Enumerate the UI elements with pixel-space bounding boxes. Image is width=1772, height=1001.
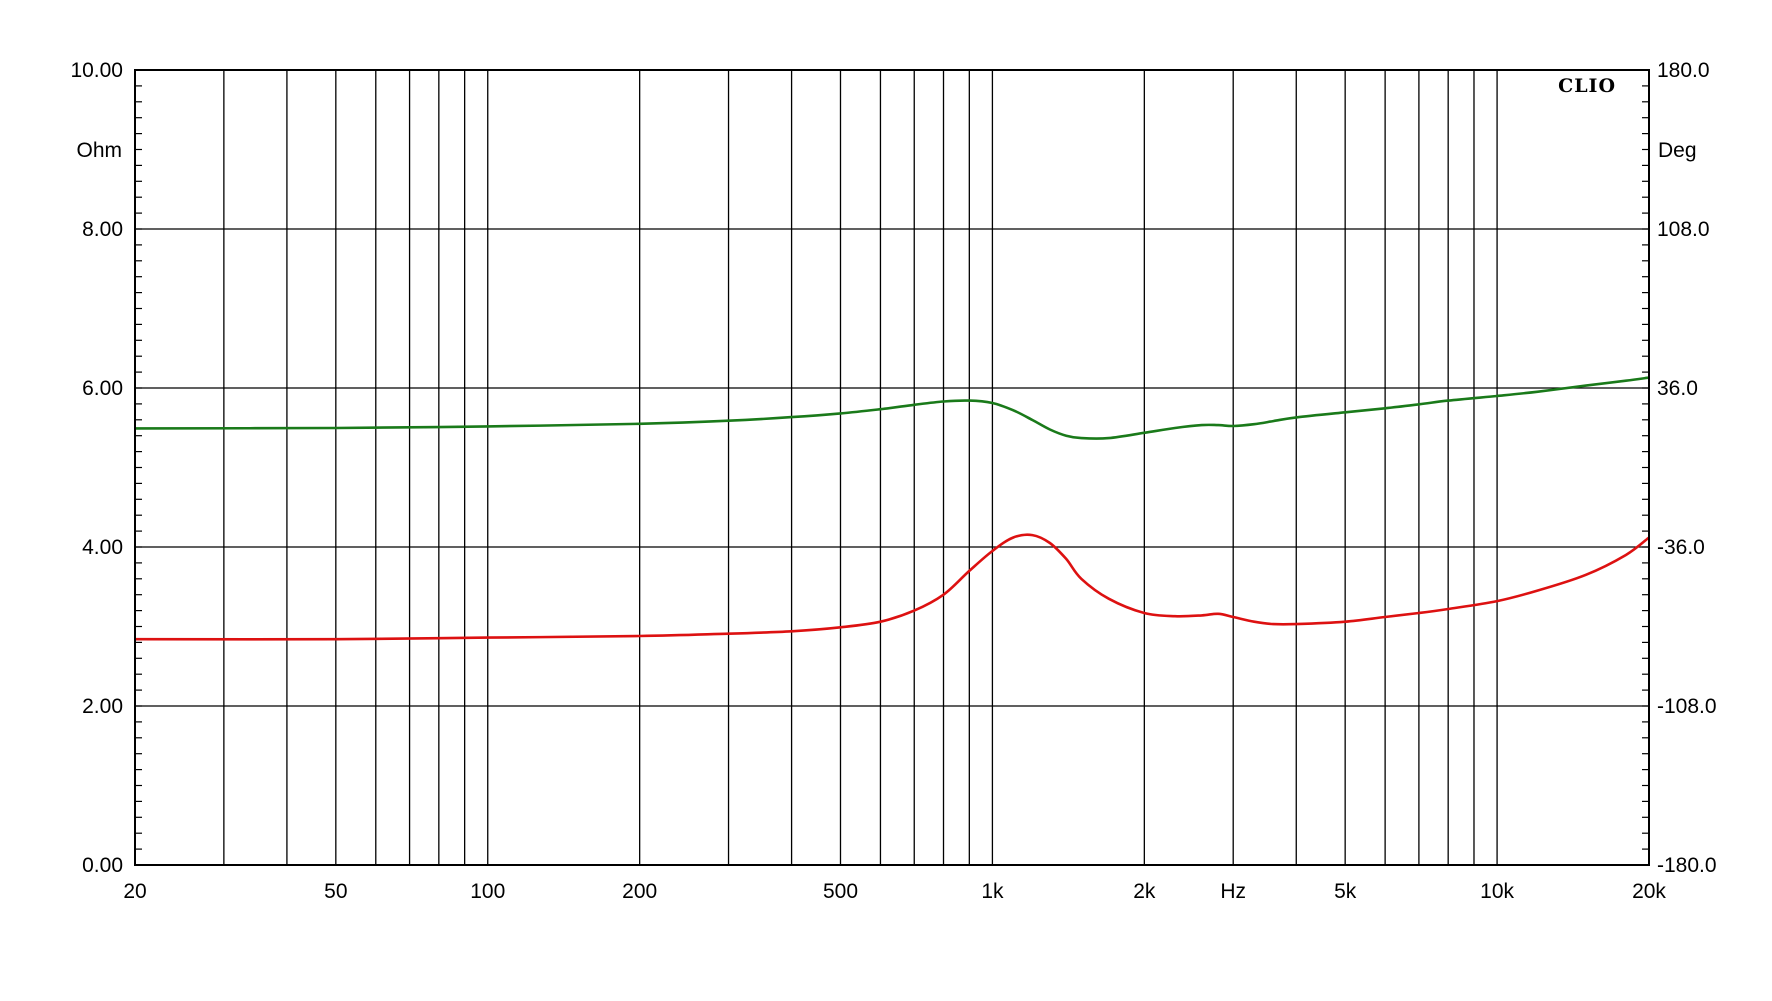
vertical-gridlines [134, 70, 1650, 865]
right-y-tick-label: 180.0 [1657, 59, 1710, 82]
x-tick-label: 5k [1334, 880, 1357, 903]
impedance-series-line [134, 533, 1650, 641]
left-y-tick-label: 4.00 [82, 536, 123, 559]
right-y-tick-label: 108.0 [1657, 218, 1710, 241]
left-axis-unit: Ohm [76, 139, 122, 162]
left-y-tick-label: 6.00 [82, 377, 123, 400]
x-tick-label: Hz [1220, 880, 1246, 903]
x-tick-label: 500 [823, 880, 858, 903]
x-tick-label: 50 [324, 880, 347, 903]
series-layer [134, 376, 1650, 641]
clio-logo: CLIO [1558, 75, 1616, 97]
right-y-tick-label: -180.0 [1657, 854, 1717, 877]
left-y-tick-label: 2.00 [82, 695, 123, 718]
x-tick-labels: 20 50 100 200 500 1k 2k Hz 5k 10k 20k [123, 880, 1666, 903]
x-tick-label: 1k [981, 880, 1004, 903]
left-y-tick-labels: 0.00 2.00 4.00 6.00 8.00 10.00 [70, 59, 123, 877]
right-axis-unit: Deg [1658, 139, 1697, 162]
plot-frame [134, 69, 1650, 866]
minor-ticks [135, 69, 1649, 866]
right-y-tick-label: -108.0 [1657, 695, 1717, 718]
right-y-tick-label: 36.0 [1657, 377, 1698, 400]
phase-series-line [134, 376, 1650, 440]
x-tick-label: 20 [123, 880, 146, 903]
left-y-tick-label: 0.00 [82, 854, 123, 877]
left-y-tick-label: 10.00 [70, 59, 123, 82]
right-y-tick-label: -36.0 [1657, 536, 1705, 559]
x-tick-label: 10k [1480, 880, 1514, 903]
left-y-tick-label: 8.00 [82, 218, 123, 241]
x-tick-label: 2k [1133, 880, 1156, 903]
x-tick-label: 20k [1632, 880, 1666, 903]
right-y-tick-labels: -180.0 -108.0 -36.0 36.0 108.0 180.0 [1657, 59, 1717, 877]
x-tick-label: 200 [622, 880, 657, 903]
x-tick-label: 100 [470, 880, 505, 903]
